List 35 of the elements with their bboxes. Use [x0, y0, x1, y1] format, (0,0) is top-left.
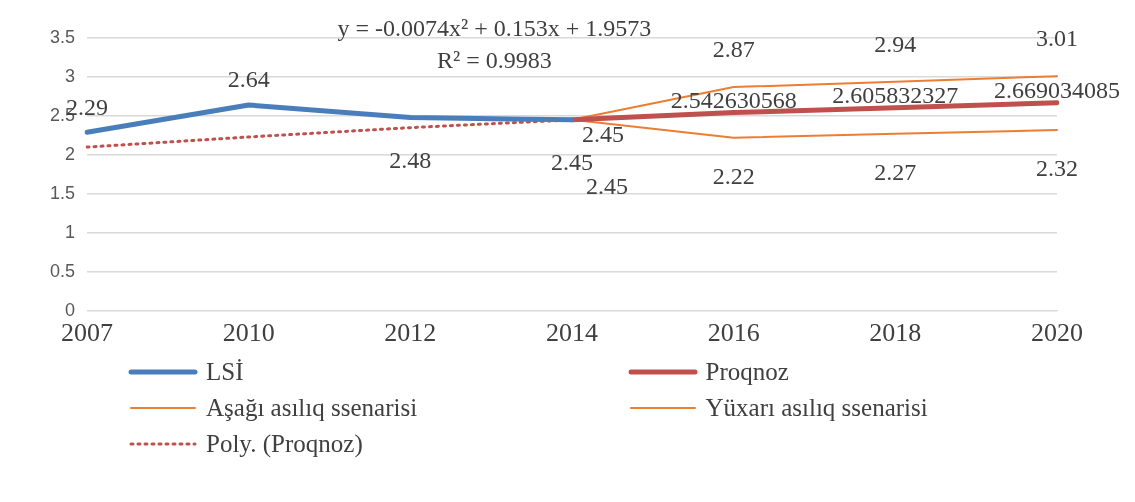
y-tick-label: 0.5 [49, 260, 76, 281]
y-tick-label: 0 [65, 299, 76, 320]
legend-label: Aşağı asılıq ssenarisi [206, 394, 418, 422]
data-label: 2.22 [712, 163, 755, 190]
y-tick-label: 2 [65, 143, 76, 164]
legend-label: Poly. (Proqnoz) [206, 430, 363, 458]
data-label: 2.45 [586, 173, 629, 200]
data-label: 2.542630568 [670, 87, 797, 114]
x-tick-label: 2007 [61, 318, 114, 348]
y-tick-label: 3 [65, 65, 76, 86]
legend-label: Proqnoz [705, 358, 789, 386]
data-label: 2.605832327 [832, 81, 959, 108]
y-tick-label: 1 [65, 221, 76, 242]
data-label: 2.45 [551, 149, 594, 176]
y-tick-label: 1.5 [49, 182, 76, 203]
data-label: 2.669034085 [994, 76, 1120, 103]
legend-label: LSİ [206, 358, 244, 386]
x-tick-label: 2012 [384, 318, 437, 348]
y-tick-label: 3.5 [49, 26, 76, 47]
legend-label: Yüxarı asılıq ssenarisi [705, 394, 928, 422]
data-label: 3.01 [1036, 25, 1078, 52]
annotation: R² = 0.9983 [437, 47, 552, 74]
data-label: 2.48 [389, 146, 432, 173]
data-label: 2.87 [712, 36, 755, 63]
data-label: 2.64 [227, 66, 270, 93]
x-tick-label: 2018 [869, 318, 922, 348]
x-tick-label: 2014 [546, 318, 599, 348]
data-label: 2.94 [874, 30, 917, 57]
data-label: 2.32 [1036, 155, 1078, 182]
data-label: 2.45 [582, 121, 625, 148]
data-label: 2.27 [874, 159, 917, 186]
x-tick-label: 2016 [707, 318, 760, 348]
x-tick-label: 2010 [222, 318, 275, 348]
annotation: y = -0.0074x² + 0.153x + 1.9573 [337, 15, 652, 42]
x-tick-label: 2020 [1031, 318, 1083, 348]
